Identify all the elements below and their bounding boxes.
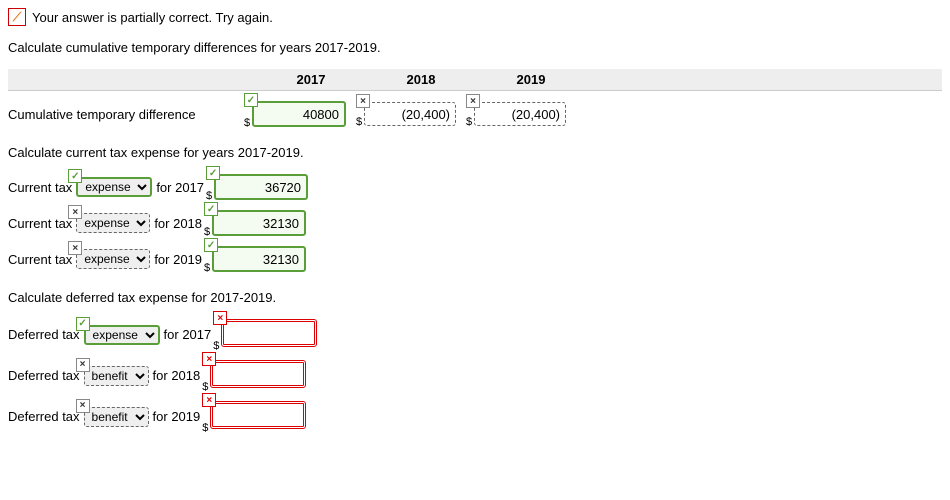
row-year: for 2018 bbox=[153, 368, 201, 383]
dollar-icon: $ bbox=[206, 190, 212, 202]
type-select[interactable]: expense bbox=[76, 177, 152, 197]
year-col-2017: 2017 bbox=[256, 69, 366, 90]
row-year: for 2019 bbox=[153, 409, 201, 424]
check-icon: ✓ bbox=[204, 202, 218, 216]
answer-row: Deferred tax × benefit for 2019 × $ bbox=[8, 401, 942, 432]
row-year: for 2019 bbox=[154, 252, 202, 267]
dollar-icon: $ bbox=[244, 117, 250, 129]
cross-icon: × bbox=[202, 352, 216, 366]
row-prefix: Current tax bbox=[8, 180, 72, 195]
amount-input[interactable]: 32130 bbox=[212, 210, 306, 236]
dollar-icon: $ bbox=[466, 116, 472, 128]
row-prefix: Current tax bbox=[8, 216, 72, 231]
amount-input[interactable]: 36720 bbox=[214, 174, 308, 200]
answer-row: Current tax × expense for 2018 ✓ $ 32130 bbox=[8, 210, 942, 236]
year-col-2019: 2019 bbox=[476, 69, 586, 90]
cumulative-2019-input[interactable]: (20,400) bbox=[474, 102, 566, 126]
row-prefix: Deferred tax bbox=[8, 327, 80, 342]
type-select[interactable]: expense bbox=[84, 325, 160, 345]
cross-icon: × bbox=[76, 358, 90, 372]
dollar-icon: $ bbox=[356, 116, 362, 128]
cross-icon: × bbox=[213, 311, 227, 325]
amount-input[interactable]: 32130 bbox=[212, 246, 306, 272]
section1-title: Calculate cumulative temporary differenc… bbox=[8, 40, 942, 55]
cross-icon: × bbox=[68, 205, 82, 219]
cumulative-2018-input[interactable]: (20,400) bbox=[364, 102, 456, 126]
answer-row: Deferred tax ✓ expense for 2017 × $ bbox=[8, 319, 942, 350]
row-prefix: Current tax bbox=[8, 252, 72, 267]
type-select[interactable]: benefit bbox=[84, 407, 149, 427]
check-icon: ✓ bbox=[68, 169, 82, 183]
partial-correct-icon: ⟋ bbox=[8, 8, 26, 26]
row-year: for 2018 bbox=[154, 216, 202, 231]
cumulative-row: Cumulative temporary difference ✓ $ 4080… bbox=[8, 101, 942, 127]
section2-title: Calculate current tax expense for years … bbox=[8, 145, 942, 160]
amount-input[interactable] bbox=[221, 319, 317, 347]
answer-row: Deferred tax × benefit for 2018 × $ bbox=[8, 360, 942, 391]
cross-icon: × bbox=[202, 393, 216, 407]
cumulative-2017-input[interactable]: 40800 bbox=[252, 101, 346, 127]
dollar-icon: $ bbox=[202, 422, 208, 434]
year-col-2018: 2018 bbox=[366, 69, 476, 90]
amount-input[interactable] bbox=[210, 360, 306, 388]
type-select[interactable]: benefit bbox=[84, 366, 149, 386]
row-prefix: Deferred tax bbox=[8, 368, 80, 383]
feedback-banner: ⟋ Your answer is partially correct. Try … bbox=[8, 8, 942, 26]
row-year: for 2017 bbox=[164, 327, 212, 342]
check-icon: ✓ bbox=[204, 238, 218, 252]
type-select[interactable]: expense bbox=[76, 213, 150, 233]
check-icon: ✓ bbox=[206, 166, 220, 180]
type-select[interactable]: expense bbox=[76, 249, 150, 269]
row-prefix: Deferred tax bbox=[8, 409, 80, 424]
check-icon: ✓ bbox=[244, 93, 258, 107]
row-year: for 2017 bbox=[156, 180, 204, 195]
cross-icon: × bbox=[466, 94, 480, 108]
cross-icon: × bbox=[356, 94, 370, 108]
dollar-icon: $ bbox=[202, 381, 208, 393]
feedback-text: Your answer is partially correct. Try ag… bbox=[32, 10, 273, 25]
check-icon: ✓ bbox=[76, 317, 90, 331]
answer-row: Current tax ✓ expense for 2017 ✓ $ 36720 bbox=[8, 174, 942, 200]
cross-icon: × bbox=[76, 399, 90, 413]
year-header: 2017 2018 2019 bbox=[8, 69, 942, 91]
cross-icon: × bbox=[68, 241, 82, 255]
dollar-icon: $ bbox=[204, 262, 210, 274]
cumulative-label: Cumulative temporary difference bbox=[8, 107, 248, 122]
dollar-icon: $ bbox=[204, 226, 210, 238]
dollar-icon: $ bbox=[213, 340, 219, 352]
section3-title: Calculate deferred tax expense for 2017-… bbox=[8, 290, 942, 305]
amount-input[interactable] bbox=[210, 401, 306, 429]
answer-row: Current tax × expense for 2019 ✓ $ 32130 bbox=[8, 246, 942, 272]
